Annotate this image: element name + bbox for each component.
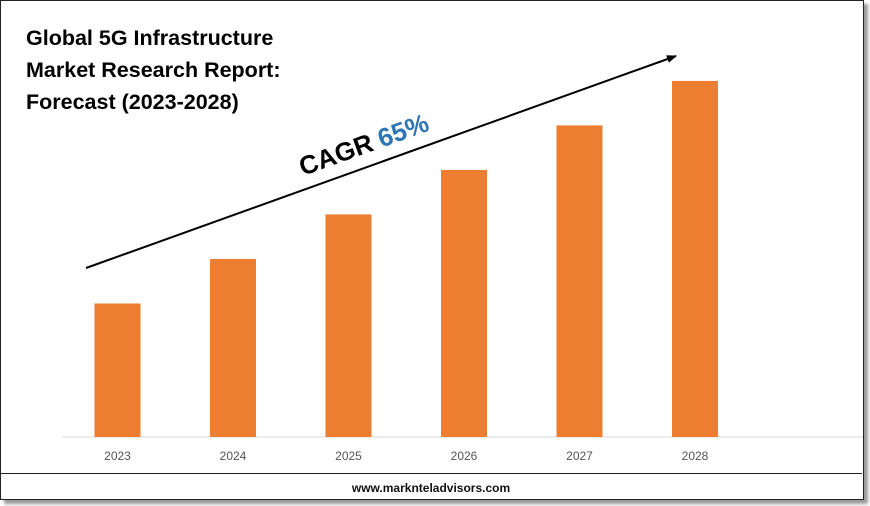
bar-2024 xyxy=(210,259,256,437)
title-line-2: Market Research Report: xyxy=(26,58,281,82)
x-tick-2027: 2027 xyxy=(566,449,593,463)
x-tick-2024: 2024 xyxy=(220,449,247,463)
chart-title: Global 5G Infrastructure Market Research… xyxy=(26,22,281,118)
cagr-label: CAGR xyxy=(295,127,377,181)
bar-2026 xyxy=(441,169,487,437)
x-tick-2025: 2025 xyxy=(335,449,362,463)
x-tick-2028: 2028 xyxy=(682,449,709,463)
footer-divider xyxy=(0,473,862,474)
title-line-3: Forecast (2023-2028) xyxy=(26,90,239,114)
cagr-annotation: CAGR65% xyxy=(295,107,433,181)
bar-2025 xyxy=(325,214,372,437)
growth-arrow xyxy=(85,55,677,269)
bars-layer xyxy=(94,80,718,438)
x-tick-2023: 2023 xyxy=(104,449,131,463)
bar-2023 xyxy=(94,303,141,437)
x-tick-2026: 2026 xyxy=(451,449,478,463)
bar-2028 xyxy=(672,80,718,438)
bar-2027 xyxy=(556,125,603,438)
footer-website: www.marknteladvisors.com xyxy=(351,481,511,495)
title-line-1: Global 5G Infrastructure xyxy=(26,26,274,50)
x-tick-labels: 2023 2024 2025 2026 2027 2028 xyxy=(104,449,709,463)
